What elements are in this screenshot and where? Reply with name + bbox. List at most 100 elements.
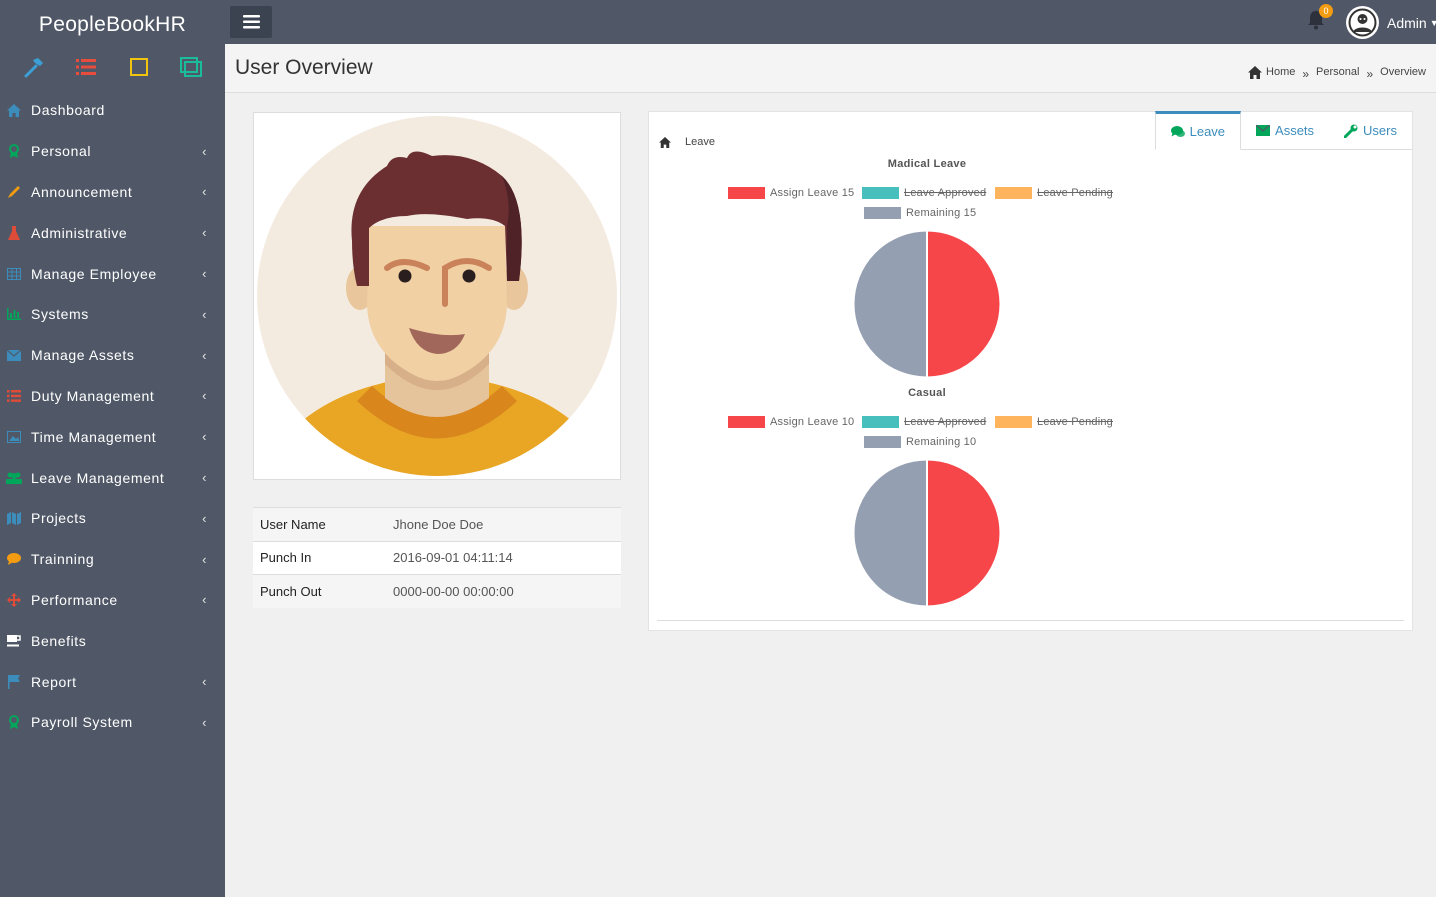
legend-item[interactable]: Remaining 15 (864, 207, 976, 219)
sidebar-item-leave-management[interactable]: Leave Management ‹ (0, 457, 225, 498)
legend-swatch (862, 416, 899, 428)
pie-graphic (853, 459, 1002, 608)
legend-label: Remaining 10 (906, 436, 977, 448)
sidebar-item-personal[interactable]: Personal ‹ (0, 131, 225, 172)
sidebar-item-label: Announcement (31, 183, 133, 200)
legend-item[interactable]: Assign Leave 15 (728, 187, 854, 199)
tab-label: Users (1363, 123, 1397, 138)
sidebar-item-label: Benefits (31, 632, 87, 649)
chevron-left-icon: ‹ (202, 510, 207, 526)
tab-leave[interactable]: Leave (1154, 111, 1242, 150)
flag-icon (6, 674, 22, 690)
legend-label: Assign Leave 10 (770, 416, 855, 428)
brand-logo[interactable]: PeopleBookHR (38, 13, 187, 36)
square-icon[interactable] (126, 54, 152, 80)
home-icon (1248, 65, 1263, 79)
sidebar-item-label: Trainning (31, 551, 95, 568)
user-menu[interactable]: Admin ▼ (1346, 6, 1436, 39)
chevron-left-icon: ‹ (202, 347, 207, 363)
chevron-left-icon: ‹ (202, 551, 207, 567)
sidebar-item-label: Report (31, 673, 77, 690)
legend-item[interactable]: Leave Pending (995, 416, 1113, 428)
chevron-left-icon: ‹ (202, 388, 207, 404)
legend-item[interactable]: Leave Approved (862, 187, 986, 199)
breadcrumb-overview[interactable]: Overview (1380, 66, 1426, 78)
legend-item[interactable]: Leave Pending (995, 187, 1113, 199)
field-value: Jhone Doe Doe (386, 507, 621, 541)
user-name: Admin (1387, 14, 1427, 31)
breadcrumb-home[interactable]: Home (1248, 65, 1295, 79)
hamburger-icon (242, 15, 260, 29)
legend-swatch (728, 187, 765, 199)
legend-label: Leave Approved (904, 187, 987, 199)
tab-users[interactable]: Users (1329, 111, 1412, 150)
sidebar-item-report[interactable]: Report ‹ (0, 661, 225, 702)
field-label: Punch Out (253, 574, 386, 608)
field-label: Punch In (253, 540, 386, 575)
sidebar-item-label: Administrative (31, 224, 128, 241)
legend-label: Assign Leave 15 (770, 187, 855, 199)
legend-item[interactable]: Leave Approved (862, 416, 986, 428)
tab-label: Assets (1275, 123, 1315, 138)
profile-photo-card (253, 112, 621, 480)
chart-title: Madical Leave (887, 158, 967, 170)
sidebar-item-duty-management[interactable]: Duty Management ‹ (0, 376, 225, 417)
window-icon[interactable] (178, 54, 204, 80)
sidebar-toggle-button[interactable] (230, 6, 272, 38)
panel-divider (657, 620, 1404, 621)
legend-label: Leave Approved (904, 416, 987, 428)
notification-badge: 0 (1319, 4, 1333, 18)
pie-slice[interactable] (926, 230, 1002, 379)
sidebar-item-label: Performance (31, 591, 118, 608)
table-row: Punch Out 0000-00-00 00:00:00 (253, 574, 621, 608)
breadcrumb-personal[interactable]: Personal (1316, 66, 1360, 78)
legend-swatch (862, 187, 899, 199)
sidebar-item-performance[interactable]: Performance ‹ (0, 580, 225, 621)
panel-heading: Leave (659, 136, 715, 148)
chevron-left-icon: ‹ (202, 429, 207, 445)
sidebar-item-trainning[interactable]: Trainning ‹ (0, 539, 225, 580)
award-icon (6, 143, 22, 159)
table-icon (6, 266, 22, 282)
legend-swatch (728, 416, 765, 428)
sidebar-item-manage-employee[interactable]: Manage Employee ‹ (0, 253, 225, 294)
sidebar-item-benefits[interactable]: Benefits (0, 620, 225, 661)
sidebar-item-payroll-system[interactable]: Payroll System ‹ (0, 702, 225, 743)
chevron-left-icon: ‹ (202, 306, 207, 322)
envelope-icon (1256, 125, 1271, 136)
sidebar-item-systems[interactable]: Systems ‹ (0, 294, 225, 335)
pie-graphic (853, 230, 1002, 379)
pie-slice[interactable] (853, 230, 928, 379)
sidebar-item-label: Projects (31, 510, 87, 527)
sidebar-item-label: Payroll System (31, 714, 133, 731)
hammer-icon[interactable] (21, 54, 47, 80)
pie-slice[interactable] (853, 459, 928, 608)
home-icon (659, 136, 671, 148)
legend-item[interactable]: Assign Leave 10 (728, 416, 854, 428)
breadcrumb: Home » Personal » Overview (1248, 65, 1426, 81)
legend-swatch (864, 207, 901, 219)
sidebar-item-announcement[interactable]: Announcement ‹ (0, 172, 225, 213)
pie-slice[interactable] (926, 459, 1002, 608)
tab-assets[interactable]: Assets (1241, 111, 1329, 150)
notification-bell-icon[interactable]: 0 (1307, 4, 1333, 32)
chevron-left-icon: ‹ (202, 266, 207, 282)
top-navbar: 0 Admin ▼ (225, 0, 1436, 44)
page-title: User Overview (235, 56, 373, 79)
legend-label: Leave Pending (1037, 187, 1113, 199)
sidebar-item-projects[interactable]: Projects ‹ (0, 498, 225, 539)
arrows-icon (6, 592, 22, 608)
sidebar-item-time-management[interactable]: Time Management ‹ (0, 416, 225, 457)
page-header: User Overview Home » Personal » Overview (225, 44, 1436, 93)
sidebar-item-label: Manage Employee (31, 265, 157, 282)
sidebar-item-administrative[interactable]: Administrative ‹ (0, 212, 225, 253)
list-icon[interactable] (73, 54, 99, 80)
sidebar-item-label: Duty Management (31, 387, 155, 404)
sidebar-item-dashboard[interactable]: Dashboard (0, 90, 225, 131)
caret-down-icon: ▼ (1429, 17, 1436, 28)
breadcrumb-separator: » (1302, 67, 1310, 81)
field-value: 0000-00-00 00:00:00 (386, 574, 621, 608)
legend-label: Remaining 15 (906, 207, 977, 219)
legend-item[interactable]: Remaining 10 (864, 436, 976, 448)
sidebar-item-manage-assets[interactable]: Manage Assets ‹ (0, 335, 225, 376)
